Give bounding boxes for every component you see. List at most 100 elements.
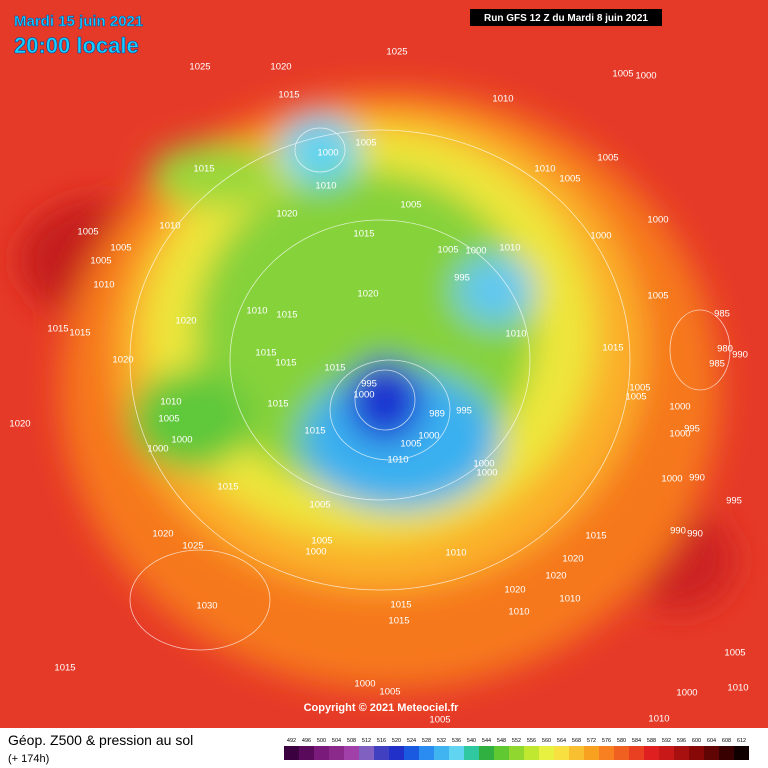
isobar-label: 1010: [559, 594, 580, 605]
colorbar-label: 512: [362, 738, 371, 744]
colorbar-label: 596: [677, 738, 686, 744]
isobar-label: 1000: [418, 431, 439, 442]
isobar-label: 990: [670, 526, 686, 537]
isobar-label: 1010: [159, 221, 180, 232]
isobar-label: 1020: [175, 316, 196, 327]
isobar-label: 1010: [445, 548, 466, 559]
isobar-label: 1010: [246, 306, 267, 317]
isobar-label: 1020: [357, 289, 378, 300]
isobar-label: 1015: [275, 358, 296, 369]
isobar-label: 1010: [499, 243, 520, 254]
isobar-label: 1015: [324, 363, 345, 374]
isobar-label: 1015: [602, 343, 623, 354]
colorbar-label: 584: [632, 738, 641, 744]
isobar-label: 1015: [353, 229, 374, 240]
colorbar-cell: [509, 746, 524, 760]
colorbar-label: 580: [617, 738, 626, 744]
colorbar-cell: [389, 746, 404, 760]
colorbar-cell: [449, 746, 464, 760]
isobar-label: 1005: [158, 414, 179, 425]
isobar-label: 1000: [676, 688, 697, 699]
isobar-label: 1005: [429, 715, 450, 726]
colorbar-label: 612: [737, 738, 746, 744]
isobar-label: 980: [717, 344, 733, 355]
isobar-label: 1020: [545, 571, 566, 582]
isobar-label: 1015: [585, 531, 606, 542]
isobar-label: 1005: [437, 245, 458, 256]
isobar-label: 1020: [504, 585, 525, 596]
colorbar-label: 528: [422, 738, 431, 744]
colorbar-label: 496: [302, 738, 311, 744]
isobar-label: 1015: [390, 600, 411, 611]
map-background: [0, 0, 768, 728]
colorbar-label: 560: [542, 738, 551, 744]
isobar-label: 990: [687, 529, 703, 540]
colorbar-label: 532: [437, 738, 446, 744]
colorbar-label: 500: [317, 738, 326, 744]
isobar-label: 1005: [355, 138, 376, 149]
isobar-label: 985: [714, 309, 730, 320]
isobar-label: 1005: [311, 536, 332, 547]
colorbar-cell: [314, 746, 329, 760]
isobar-label: 995: [684, 424, 700, 435]
colorbar-cell: [719, 746, 734, 760]
colorbar-label: 592: [662, 738, 671, 744]
colorbar-label: 492: [287, 738, 296, 744]
forecast-date: Mardi 15 juin 2021: [14, 13, 143, 30]
isobar-label: 995: [726, 496, 742, 507]
colorbar-label: 608: [722, 738, 731, 744]
colorbar-label: 504: [332, 738, 341, 744]
colorbar-cell: [374, 746, 389, 760]
colorbar-cell: [599, 746, 614, 760]
isobar-label: 995: [454, 273, 470, 284]
isobar-label: 1005: [379, 687, 400, 698]
colorbar-cell: [359, 746, 374, 760]
isobar-label: 1020: [562, 554, 583, 565]
lead-time: (+ 174h): [8, 753, 49, 765]
colorbar-cell: [644, 746, 659, 760]
isobar-label: 1005: [629, 383, 650, 394]
colorbar-cell: [704, 746, 719, 760]
colorbar-label: 516: [377, 738, 386, 744]
colorbar-cell: [299, 746, 314, 760]
isobar-label: 1020: [152, 529, 173, 540]
isobar-label: 1015: [278, 90, 299, 101]
isobar-label: 1000: [473, 459, 494, 470]
isobar-label: 1010: [534, 164, 555, 175]
colorbar-cell: [539, 746, 554, 760]
isobar-labels: 1025 1025 1020 1015 1010 1005 1000 1005 1000 1015…: [9, 47, 748, 726]
isobar-label: 1015: [54, 663, 75, 674]
isobar-label: 1005: [110, 243, 131, 254]
isobar-label: 1025: [182, 541, 203, 552]
isobar-label: 1000: [647, 215, 668, 226]
colorbar-cell: [494, 746, 509, 760]
colorbar-label: 568: [572, 738, 581, 744]
isobar-label: 1005: [90, 256, 111, 267]
isobar-label: 985: [709, 359, 725, 370]
isobar-label: 1015: [304, 426, 325, 437]
colorbar-cell: [524, 746, 539, 760]
isobar-label: 990: [689, 473, 705, 484]
isobar-label: 995: [361, 379, 377, 390]
isobar-label: 1010: [160, 397, 181, 408]
colorbar-label: 564: [557, 738, 566, 744]
isobar-label: 1005: [559, 174, 580, 185]
isobar-label: 1025: [189, 62, 210, 73]
colorbar-label: 540: [467, 738, 476, 744]
isobar-label: 1010: [387, 455, 408, 466]
isobar-label: 1015: [217, 482, 238, 493]
colorbar-label: 572: [587, 738, 596, 744]
isobar-label: 1015: [267, 399, 288, 410]
isobar-label: 1005: [724, 648, 745, 659]
run-box: [470, 9, 662, 26]
isobar-label: 1000: [590, 231, 611, 242]
isobar-label: 1005: [77, 227, 98, 238]
forecast-time: 20:00 locale: [14, 33, 139, 58]
colorbar-cell: [734, 746, 749, 760]
isobar-label: 1005: [309, 500, 330, 511]
run-info: Run GFS 12 Z du Mardi 8 juin 2021: [484, 13, 648, 24]
isobar-label: 1030: [196, 601, 217, 612]
isobar-label: 1015: [193, 164, 214, 175]
isobar-label: 1000: [354, 679, 375, 690]
